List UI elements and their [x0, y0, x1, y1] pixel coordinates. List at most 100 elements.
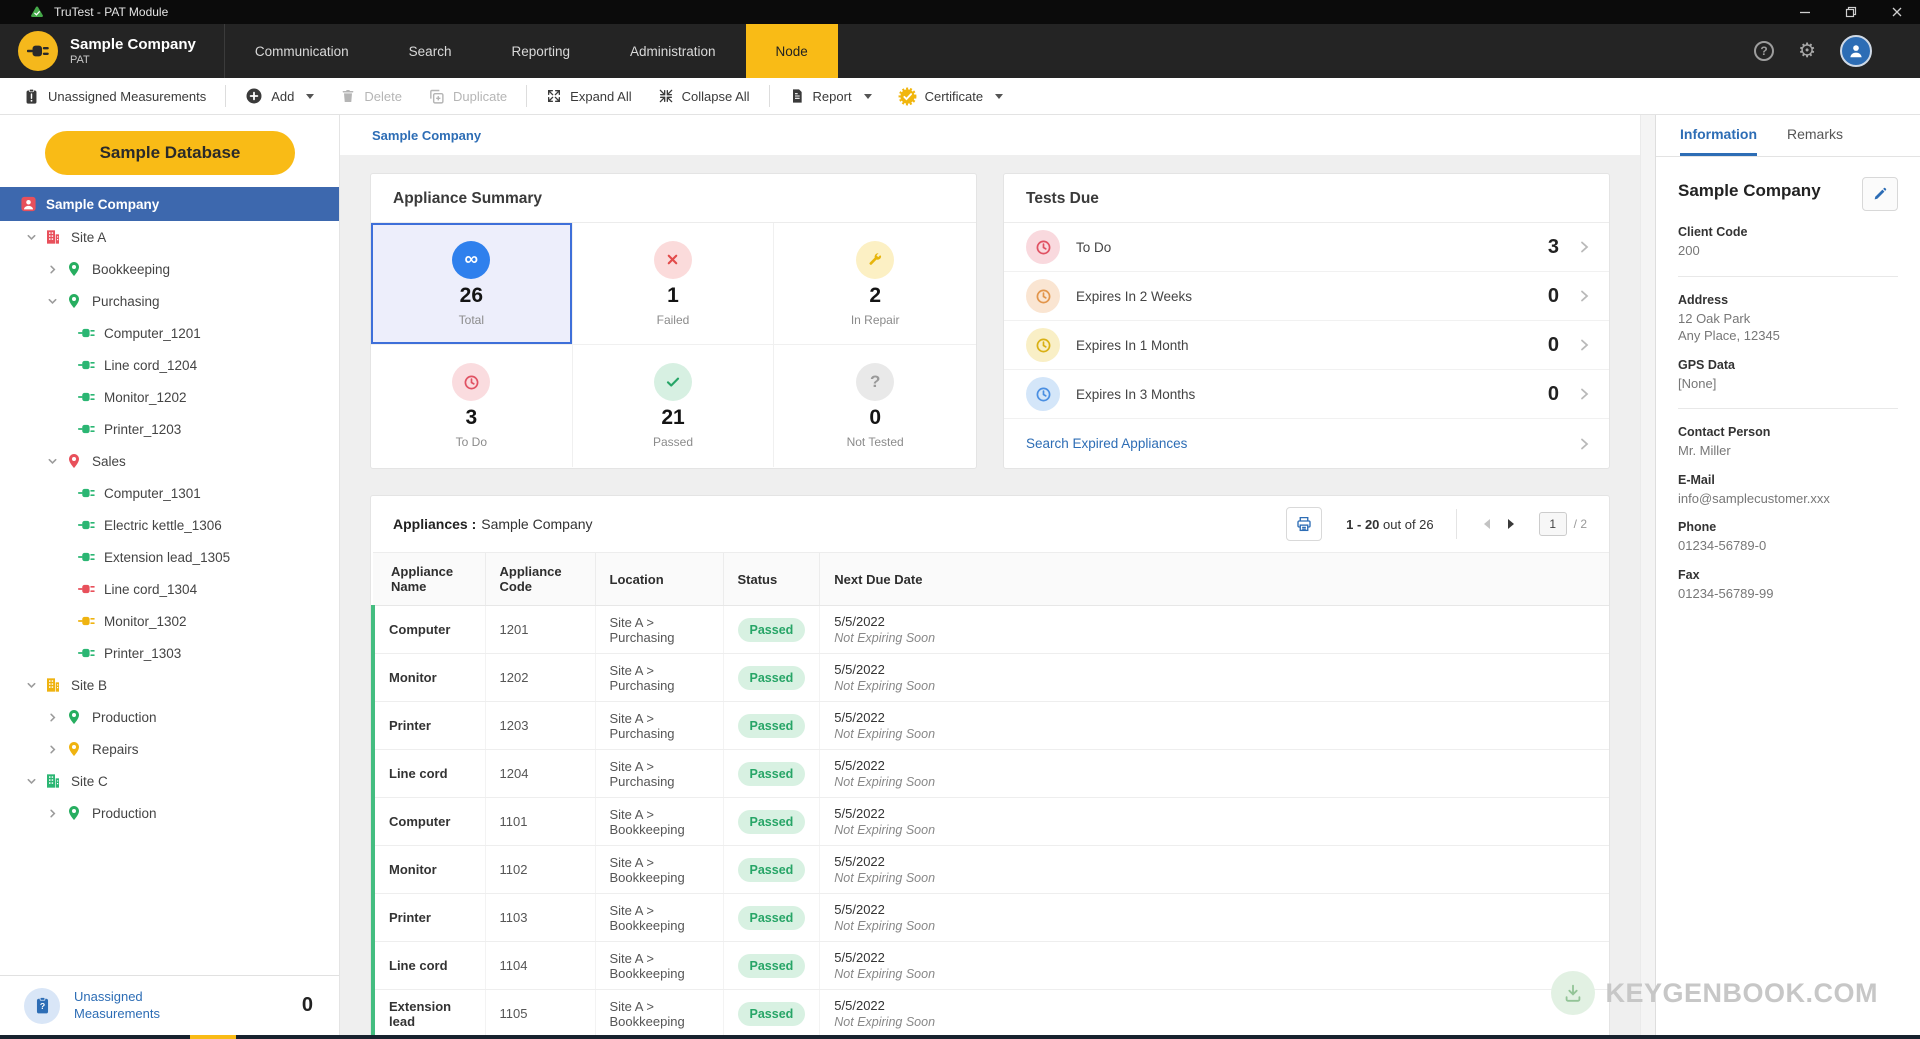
summary-tile-to-do[interactable]: 3 To Do — [371, 345, 573, 467]
next-page-button[interactable] — [1507, 519, 1514, 529]
tree-item-electric-kettle-1306[interactable]: Electric kettle_1306 — [0, 509, 339, 541]
print-button[interactable] — [1286, 507, 1323, 541]
chevron-right-icon[interactable] — [1577, 240, 1591, 254]
summary-tile-passed[interactable]: 21 Passed — [573, 345, 775, 467]
chevron-right-icon[interactable] — [1577, 387, 1591, 401]
column-header-appliance-name[interactable]: Appliance Name — [373, 552, 485, 606]
user-avatar[interactable] — [1840, 35, 1872, 67]
chevron-down-icon[interactable] — [306, 93, 315, 99]
chevron-down-icon[interactable] — [26, 776, 38, 787]
tests-due-count: 0 — [1547, 382, 1559, 405]
report-button[interactable]: Report — [776, 78, 885, 114]
table-row[interactable]: Printer 1103 Site A > Bookkeeping Passed 5… — [371, 893, 1609, 942]
table-row[interactable]: Extension lead 1105 Site A > Bookkeeping P… — [371, 989, 1609, 1038]
tests-due-row-2-weeks[interactable]: Expires In 2 Weeks 0 — [1004, 272, 1609, 321]
tree-item-line-cord-1204[interactable]: Line cord_1204 — [0, 349, 339, 381]
tree-item-printer-1203[interactable]: Printer_1203 — [0, 413, 339, 445]
tree-item-monitor-1202[interactable]: Monitor_1202 — [0, 381, 339, 413]
close-button[interactable] — [1874, 0, 1920, 24]
column-header-location[interactable]: Location — [594, 552, 723, 606]
tests-due-row-to-do[interactable]: To Do 3 — [1004, 223, 1609, 272]
nav-item-communication[interactable]: Communication — [254, 43, 349, 59]
unassigned-measurements-panel[interactable]: ? Unassigned Measurements 0 — [0, 975, 339, 1035]
tree-item-bookkeeping[interactable]: Bookkeeping — [0, 253, 339, 285]
add-label: Add — [271, 88, 295, 104]
tree-item-computer-1201[interactable]: Computer_1201 — [0, 317, 339, 349]
vertical-scrollbar[interactable] — [1640, 115, 1655, 1039]
chevron-right-icon[interactable] — [47, 712, 59, 723]
tree-item-production-b[interactable]: Production — [0, 701, 339, 733]
nav-item-node[interactable]: Node — [745, 24, 838, 78]
column-header-appliance-code[interactable]: Appliance Code — [484, 552, 595, 606]
chevron-down-icon[interactable] — [47, 296, 59, 307]
chevron-right-icon[interactable] — [1577, 289, 1591, 303]
unassigned-measurements-button[interactable]: Unassigned Measurements — [10, 78, 219, 114]
tests-due-label: To Do — [1076, 239, 1112, 255]
tree-item-extension-lead-1305[interactable]: Extension lead_1305 — [0, 541, 339, 573]
add-button[interactable]: Add — [232, 78, 327, 114]
tree-item-site-b[interactable]: Site B — [0, 669, 339, 701]
chevron-down-icon[interactable] — [863, 93, 872, 99]
page-number-input[interactable]: 1 — [1538, 512, 1567, 536]
chevron-right-icon[interactable] — [47, 744, 59, 755]
tree-item-sample-company[interactable]: Sample Company — [0, 187, 339, 221]
maximize-button[interactable] — [1828, 0, 1874, 24]
tab-remarks[interactable]: Remarks — [1787, 126, 1844, 142]
tree-item-printer-1303[interactable]: Printer_1303 — [0, 637, 339, 669]
nav-item-administration[interactable]: Administration — [630, 43, 716, 59]
tree-item-label: Site C — [71, 773, 108, 789]
certificate-button[interactable]: Certificate — [885, 78, 1017, 114]
tile-value: 1 — [667, 283, 679, 307]
column-header-status[interactable]: Status — [722, 552, 820, 606]
previous-page-button[interactable] — [1483, 519, 1490, 529]
table-row[interactable]: Monitor 1102 Site A > Bookkeeping Passed 5… — [371, 845, 1609, 894]
tree-item-site-c[interactable]: Site C — [0, 765, 339, 797]
duplicate-button[interactable]: Duplicate — [415, 78, 520, 114]
table-row[interactable]: Printer 1203 Site A > Purchasing Passed 5/… — [371, 701, 1609, 750]
gear-icon[interactable]: ⚙ — [1798, 40, 1816, 62]
breadcrumb[interactable]: Sample Company — [372, 127, 482, 143]
table-row[interactable]: Monitor 1202 Site A > Purchasing Passed 5/… — [371, 653, 1609, 702]
edit-button[interactable] — [1862, 177, 1898, 211]
chevron-right-icon[interactable] — [47, 264, 59, 275]
help-icon[interactable]: ? — [1754, 41, 1775, 61]
tree-item-line-cord-1304[interactable]: Line cord_1304 — [0, 573, 339, 605]
tree-item-purchasing[interactable]: Purchasing — [0, 285, 339, 317]
chevron-down-icon[interactable] — [26, 232, 38, 243]
column-header-next-due-date[interactable]: Next Due Date — [819, 552, 1609, 606]
tree-item-computer-1301[interactable]: Computer_1301 — [0, 477, 339, 509]
field-value: Mr. Miller — [1678, 443, 1731, 459]
table-row[interactable]: Computer 1101 Site A > Bookkeeping Passed … — [371, 797, 1609, 846]
search-expired-appliances-link[interactable]: Search Expired Appliances — [1026, 436, 1188, 451]
tree-item-site-a[interactable]: Site A — [0, 221, 339, 253]
tree-item-monitor-1302[interactable]: Monitor_1302 — [0, 605, 339, 637]
chevron-right-icon[interactable] — [1577, 437, 1591, 451]
field-value: info@samplecustomer.xxx — [1678, 490, 1830, 506]
sample-database-button[interactable]: Sample Database — [45, 131, 295, 175]
tests-due-row-1-month[interactable]: Expires In 1 Month 0 — [1004, 321, 1609, 370]
chevron-down-icon[interactable] — [26, 680, 38, 691]
nav-item-reporting[interactable]: Reporting — [511, 43, 570, 59]
expand-all-button[interactable]: Expand All — [533, 78, 644, 114]
summary-tile-failed[interactable]: 1 Failed — [572, 223, 775, 345]
table-row[interactable]: Line cord 1104 Site A > Bookkeeping Passed… — [371, 941, 1609, 990]
tree-item-production-c[interactable]: Production — [0, 797, 339, 829]
collapse-all-button[interactable]: Collapse All — [645, 78, 763, 114]
summary-tile-in-repair[interactable]: 2 In Repair — [774, 223, 976, 345]
delete-button[interactable]: Delete — [327, 78, 415, 114]
chevron-down-icon[interactable] — [47, 456, 59, 467]
tree-item-sales[interactable]: Sales — [0, 445, 339, 477]
table-row[interactable]: Computer 1201 Site A > Purchasing Passed 5… — [371, 605, 1609, 654]
summary-tile-not-tested[interactable]: ? 0 Not Tested — [774, 345, 976, 467]
tree-item-repairs[interactable]: Repairs — [0, 733, 339, 765]
summary-tile-total[interactable]: ∞ 26 Total — [371, 223, 573, 345]
tree-item-label: Monitor_1202 — [104, 389, 187, 405]
minimize-button[interactable] — [1782, 0, 1828, 24]
nav-item-search[interactable]: Search — [408, 43, 452, 59]
tab-information[interactable]: Information — [1680, 115, 1757, 156]
table-row[interactable]: Line cord 1204 Site A > Purchasing Passed … — [371, 749, 1609, 798]
chevron-right-icon[interactable] — [47, 808, 59, 819]
tests-due-row-3-months[interactable]: Expires In 3 Months 0 — [1004, 370, 1609, 419]
chevron-right-icon[interactable] — [1577, 338, 1591, 352]
chevron-down-icon[interactable] — [995, 93, 1004, 99]
